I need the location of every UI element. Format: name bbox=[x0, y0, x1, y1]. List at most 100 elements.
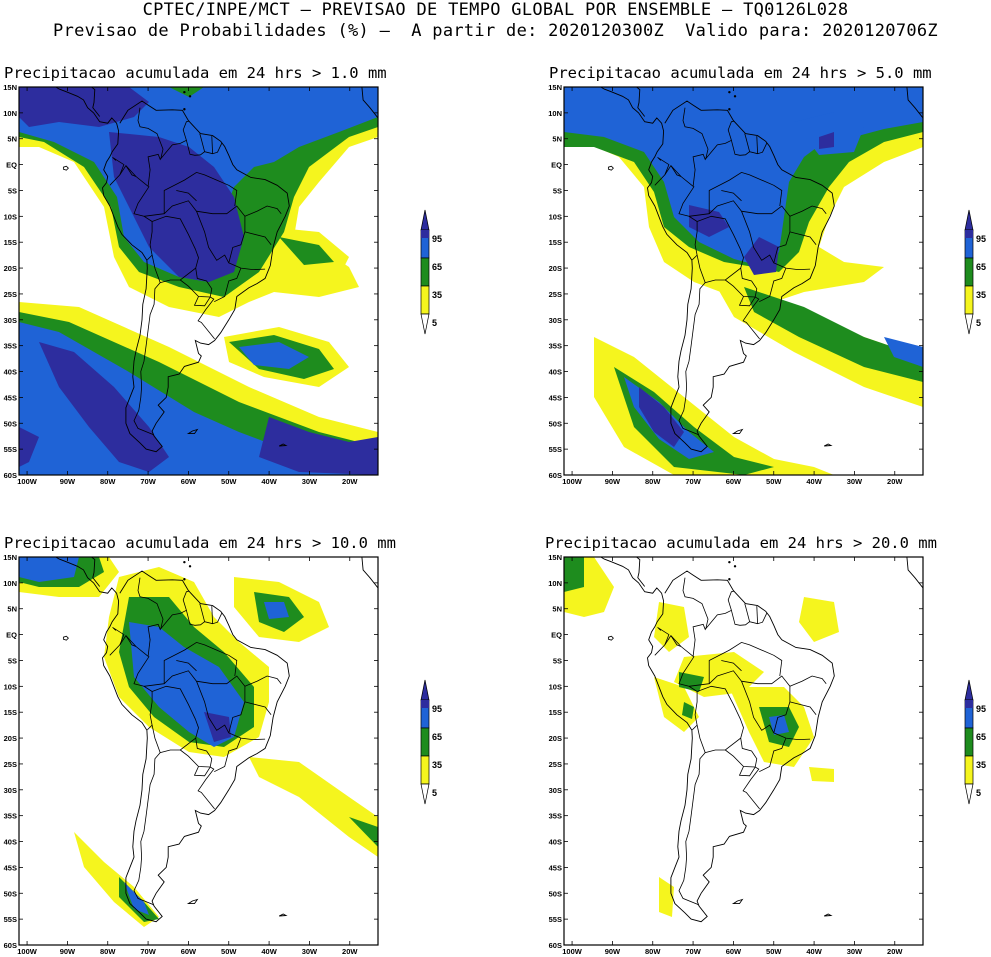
lat-label: 20S bbox=[4, 734, 17, 743]
colorbar-top-triangle bbox=[964, 679, 974, 701]
colorbar-bottom-triangle bbox=[964, 313, 974, 335]
country-border bbox=[654, 164, 698, 261]
lat-label: 50S bbox=[549, 889, 562, 898]
country-border bbox=[682, 577, 709, 657]
coastline bbox=[599, 557, 835, 923]
island-dot bbox=[183, 90, 186, 94]
country-border bbox=[725, 738, 758, 768]
island-dot bbox=[728, 578, 731, 581]
colorbar-1: 95 65 35 5 bbox=[420, 209, 442, 335]
colorbar-3: 95 65 35 5 bbox=[420, 679, 442, 805]
lon-label: 30W bbox=[302, 947, 318, 956]
lon-label: 90W bbox=[60, 947, 76, 956]
lon-label: 100W bbox=[17, 947, 38, 956]
island bbox=[186, 898, 199, 905]
colorbar-label: 35 bbox=[976, 290, 986, 300]
lat-label: 60S bbox=[549, 941, 562, 950]
lat-label: 10S bbox=[4, 682, 17, 691]
lon-label: 70W bbox=[685, 947, 701, 956]
country-border bbox=[741, 211, 775, 264]
lat-label: 50S bbox=[4, 889, 17, 898]
lon-label: 80W bbox=[645, 477, 661, 486]
map-border bbox=[563, 86, 924, 476]
country-border bbox=[163, 641, 238, 684]
lat-label: 10N bbox=[548, 579, 562, 588]
island-dot bbox=[163, 69, 165, 71]
lat-label: 55S bbox=[4, 445, 17, 454]
lat-label: 15N bbox=[548, 83, 562, 92]
colorbar-label: 95 bbox=[976, 704, 986, 714]
africa-coast bbox=[906, 557, 923, 589]
lat-label: 15S bbox=[4, 708, 17, 717]
country-border bbox=[109, 634, 153, 731]
lat-label: 5N bbox=[7, 135, 17, 144]
map-border bbox=[18, 556, 379, 946]
lat-label: 30S bbox=[4, 316, 17, 325]
colorbar-label: 65 bbox=[432, 732, 442, 742]
island-dot bbox=[188, 95, 192, 98]
country-border bbox=[214, 267, 242, 303]
colorbar-segment bbox=[965, 230, 973, 238]
country-border bbox=[756, 136, 758, 154]
coastline-central-america bbox=[636, 87, 646, 117]
colorbar-segment bbox=[420, 257, 430, 287]
panel-2-title: Precipitacao acumulada em 24 hrs > 5.0 m… bbox=[549, 64, 932, 82]
country-border bbox=[125, 165, 137, 177]
island-dot bbox=[163, 539, 165, 541]
country-border bbox=[151, 685, 199, 754]
lat-label: 45S bbox=[4, 393, 17, 402]
lat-label: 30S bbox=[4, 786, 17, 795]
lon-label: 60W bbox=[181, 947, 197, 956]
island-dot bbox=[733, 565, 737, 568]
colorbar-label: 65 bbox=[976, 262, 986, 272]
galapagos-islands bbox=[62, 165, 69, 171]
lat-label: 25S bbox=[549, 290, 562, 299]
colorbar-top-triangle bbox=[420, 209, 430, 231]
lat-label: 35S bbox=[549, 812, 562, 821]
colorbar-bottom-triangle bbox=[964, 783, 974, 805]
lat-label: 30S bbox=[549, 786, 562, 795]
lon-label: 20W bbox=[887, 477, 903, 486]
colorbar-label: 5 bbox=[432, 788, 437, 798]
country-border bbox=[151, 215, 199, 284]
panel-1-frame: 15N 10N 5N EQ 5S 10S 15S 20S 25S 30S 35S 40S 45S 50S 5… bbox=[3, 83, 379, 486]
panel-2-map bbox=[564, 87, 923, 475]
country-border bbox=[163, 171, 238, 214]
lon-label: 30W bbox=[847, 947, 863, 956]
country-border bbox=[678, 752, 706, 906]
country-border bbox=[244, 231, 272, 246]
country-border bbox=[725, 268, 758, 298]
panel-4-coastlines bbox=[599, 557, 923, 923]
lat-label: 30S bbox=[549, 316, 562, 325]
lat-label: 40S bbox=[549, 368, 562, 377]
panel-3-frame: 15N 10N 5N EQ 5S 10S 15S 20S 25S 30S 35S 40S 45S 50S 5… bbox=[3, 553, 379, 956]
country-border bbox=[756, 606, 758, 624]
country-border bbox=[670, 165, 682, 177]
country-border bbox=[696, 215, 744, 284]
country-border bbox=[137, 107, 164, 187]
colorbar-label: 65 bbox=[432, 262, 442, 272]
country-border bbox=[112, 157, 125, 176]
country-border bbox=[199, 603, 205, 622]
lon-label: 90W bbox=[605, 477, 621, 486]
africa-coast bbox=[361, 87, 378, 119]
lon-label: 40W bbox=[806, 947, 822, 956]
colorbar-label: 95 bbox=[976, 234, 986, 244]
lat-label: 40S bbox=[4, 368, 17, 377]
country-border bbox=[721, 190, 742, 202]
panel-4-title: Precipitacao acumulada em 24 hrs > 20.0 … bbox=[545, 534, 937, 552]
lat-label: 40S bbox=[549, 838, 562, 847]
island-dot bbox=[135, 535, 137, 537]
country-border bbox=[109, 164, 153, 261]
lat-label: 20S bbox=[549, 264, 562, 273]
lat-label: 10N bbox=[548, 109, 562, 118]
coastline-central-america bbox=[636, 557, 646, 587]
lat-label: 15N bbox=[3, 553, 17, 562]
country-border bbox=[186, 610, 223, 626]
country-border bbox=[133, 752, 161, 906]
lon-label: 50W bbox=[221, 477, 237, 486]
island bbox=[278, 443, 288, 447]
colorbar-segment bbox=[420, 285, 430, 315]
island-dot bbox=[708, 69, 710, 71]
lat-label: 5S bbox=[553, 656, 562, 665]
